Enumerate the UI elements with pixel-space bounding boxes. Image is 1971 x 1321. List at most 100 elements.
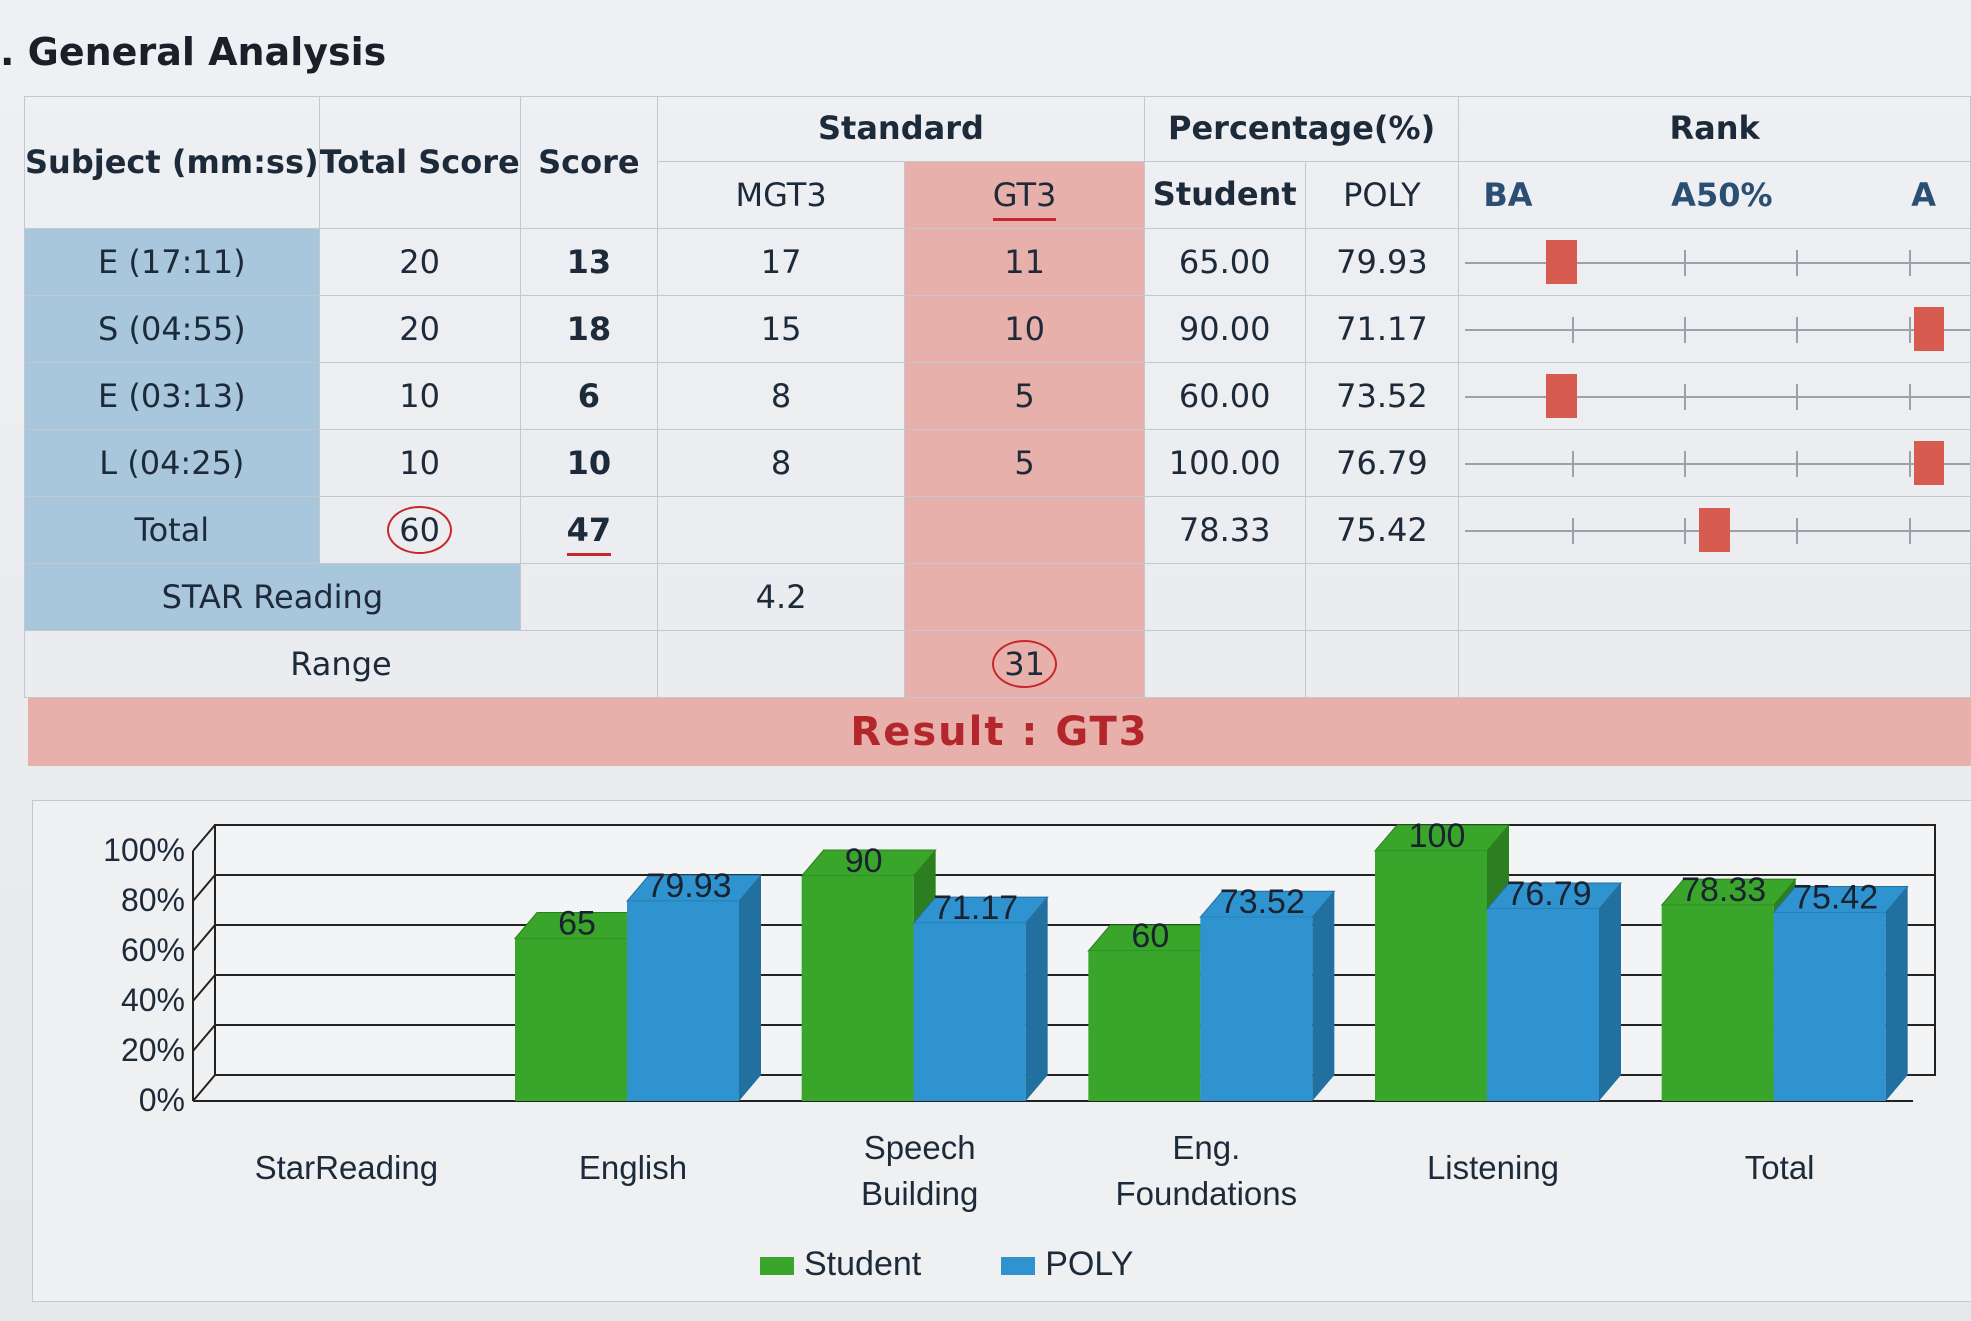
bar-top [1660, 878, 1797, 906]
subject-cell: L (04:25) [24, 429, 320, 497]
bar [1773, 912, 1886, 1101]
rank-bar [1460, 498, 1970, 563]
empty-cell [1143, 630, 1306, 698]
general-analysis-table: Subject (mm:ss) Total Score Score Standa… [24, 96, 1971, 698]
x-tick-label: Foundations [1116, 1175, 1298, 1212]
gt3-header-label: GT3 [992, 176, 1057, 221]
data-label: 90 [845, 842, 883, 880]
data-label: 76.79 [1506, 875, 1591, 913]
student-pct-cell: 90.00 [1143, 295, 1306, 363]
student-pct-cell: 60.00 [1143, 362, 1306, 430]
x-tick-label: StarReading [255, 1149, 438, 1186]
data-label: 79.93 [646, 867, 731, 905]
mgt3-cell: 8 [656, 362, 906, 430]
legend-student-label: Student [804, 1245, 922, 1283]
rank-marker [1913, 441, 1945, 485]
star-reading-label: STAR Reading [24, 563, 521, 631]
mgt3-cell [656, 496, 906, 564]
data-label: 78.33 [1681, 871, 1766, 909]
y-tick-label: 100% [103, 832, 185, 868]
rank-extra-label: A [1911, 176, 1936, 214]
student-pct-cell: 78.33 [1143, 496, 1306, 564]
legend-poly-swatch [1001, 1257, 1036, 1276]
total-cell: 10 [318, 362, 521, 430]
rank-header: Rank [1458, 96, 1971, 162]
x-tick-label: Speech [864, 1129, 976, 1166]
section-heading: . General Analysis [0, 30, 387, 74]
total-cell: 10 [318, 429, 521, 497]
bar [1088, 951, 1201, 1101]
score-cell: 13 [519, 228, 658, 296]
star-reading-gt3-cell [904, 563, 1145, 631]
y-tick-label: 80% [121, 882, 185, 918]
poly-pct-cell: 79.93 [1304, 228, 1460, 296]
bar [1661, 905, 1774, 1101]
bar [1487, 909, 1599, 1101]
range-label: Range [24, 630, 658, 698]
score-cell: 18 [519, 295, 658, 363]
data-label: 71.17 [933, 889, 1018, 927]
gt3-cell: 5 [904, 362, 1145, 430]
total-score-circled: 60 [387, 506, 453, 554]
bar-side [1312, 891, 1335, 1101]
star-reading-score-cell [519, 563, 658, 631]
bar-side [1025, 897, 1048, 1101]
bar-side [739, 875, 761, 1101]
grid-diagonal [192, 924, 216, 952]
total-score-underlined: 47 [566, 511, 612, 556]
table-row: L (04:25) 10 10 8 5 100.00 76.79 [24, 429, 1971, 497]
subject-header: Subject (mm:ss) [24, 96, 320, 229]
score-cell: 10 [519, 429, 658, 497]
table-row-total: Total 60 47 78.33 75.42 [24, 496, 1971, 564]
chart-legend: Student POLY [760, 1245, 1133, 1284]
table-row: E (17:11) 20 13 17 11 65.00 79.93 [24, 228, 1971, 296]
rank-cell [1458, 228, 1971, 296]
legend-poly-label: POLY [1045, 1245, 1134, 1283]
data-label: 65 [558, 905, 596, 943]
total-cell: 20 [318, 295, 521, 363]
gt3-cell [904, 496, 1145, 564]
percentage-chart: 0% 20% 40% 60% 80% 100% StarReading English 65 79… [32, 800, 1971, 1302]
rank-cell [1458, 429, 1971, 497]
mgt3-cell: 15 [656, 295, 906, 363]
range-gt3-cell: 31 [904, 630, 1145, 698]
subject-cell: E (03:13) [24, 362, 320, 430]
legend-student: Student [760, 1245, 921, 1284]
poly-header: POLY [1304, 161, 1460, 229]
gt3-cell: 5 [904, 429, 1145, 497]
subject-cell: S (04:55) [24, 295, 320, 363]
legend-poly: POLY [1001, 1245, 1133, 1284]
result-banner: Result : GT3 [28, 698, 1971, 766]
total-cell: 20 [318, 228, 521, 296]
rank-cell [1458, 295, 1971, 363]
mgt3-cell: 8 [656, 429, 906, 497]
rank-bar [1460, 297, 1970, 362]
x-tick-label: English [579, 1149, 687, 1186]
y-tick-label: 0% [139, 1082, 185, 1118]
rank-axis [1465, 262, 1970, 264]
mgt3-header: MGT3 [656, 161, 906, 229]
range-row: Range 31 [24, 630, 1971, 698]
poly-pct-cell: 76.79 [1304, 429, 1460, 497]
rank-marker [1913, 307, 1945, 351]
poly-pct-cell: 71.17 [1304, 295, 1460, 363]
y-tick-label: 20% [121, 1032, 185, 1068]
mgt3-cell: 17 [656, 228, 906, 296]
table-row: S (04:55) 20 18 15 10 90.00 71.17 [24, 295, 1971, 363]
data-label: 100 [1409, 817, 1466, 855]
rank-axis [1465, 396, 1970, 398]
rank-bar [1460, 364, 1970, 429]
rank-marker [1699, 508, 1730, 552]
total-score-header: Total Score [318, 96, 521, 229]
total-cell: 60 [318, 496, 521, 564]
empty-cell [1304, 630, 1460, 698]
range-gt3-circled: 31 [992, 640, 1057, 688]
student-pct-cell: 100.00 [1143, 429, 1306, 497]
x-tick-label: Total [1745, 1149, 1815, 1186]
bar [1375, 851, 1487, 1101]
gt3-cell: 10 [904, 295, 1145, 363]
rank-cell [1458, 496, 1971, 564]
score-cell: 47 [519, 496, 658, 564]
star-reading-value: 4.2 [656, 563, 906, 631]
data-label: 73.52 [1220, 883, 1305, 921]
